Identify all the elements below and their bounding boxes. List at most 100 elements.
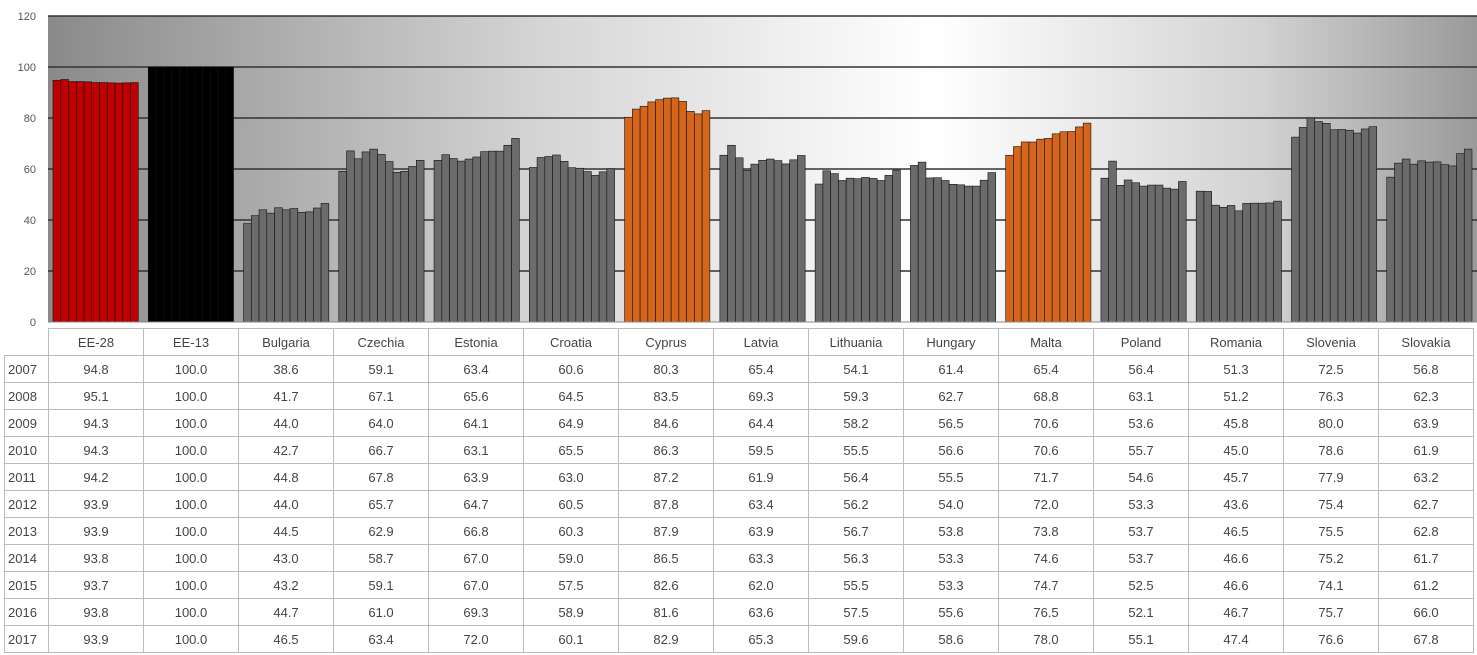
year-cell: 2015 — [4, 571, 49, 599]
value-cell: 41.7 — [238, 382, 334, 410]
bar — [480, 151, 489, 323]
bar-group-croatia — [529, 154, 615, 323]
table-row: 2007 94.8 100.0 38.6 59.1 63.4 60.6 80.3 65.4 54.… — [4, 355, 1474, 383]
bar — [750, 163, 759, 323]
bar — [766, 158, 775, 323]
value-cell: 63.2 — [1378, 463, 1474, 491]
year-cell: 2009 — [4, 409, 49, 437]
bar — [1360, 128, 1370, 323]
bar-group-slovakia — [1386, 148, 1473, 323]
value-cell: 62.7 — [903, 382, 999, 410]
year-cell: 2013 — [4, 517, 49, 545]
y-tick-label: 20 — [24, 266, 36, 278]
bar — [1394, 162, 1403, 323]
value-cell: 45.7 — [1188, 463, 1284, 491]
bar — [838, 180, 847, 323]
bar — [869, 178, 878, 323]
bar — [948, 184, 958, 323]
bar — [1314, 121, 1323, 323]
bar-group-czechia — [338, 148, 425, 323]
value-cell: 81.6 — [618, 598, 714, 626]
bar — [917, 161, 927, 323]
bar — [1265, 202, 1275, 323]
value-cell: 51.3 — [1188, 355, 1284, 383]
value-cell: 56.8 — [1378, 355, 1474, 383]
bar — [1178, 181, 1187, 323]
bar — [1020, 141, 1030, 323]
value-cell: 100.0 — [143, 382, 239, 410]
value-cell: 74.6 — [998, 544, 1094, 572]
value-cell: 46.5 — [1188, 517, 1284, 545]
value-cell: 93.9 — [48, 490, 144, 518]
bar — [361, 151, 371, 323]
country-header: Croatia — [523, 328, 619, 356]
value-cell: 100.0 — [143, 571, 239, 599]
value-cell: 78.6 — [1283, 436, 1379, 464]
value-cell: 66.7 — [333, 436, 429, 464]
value-cell: 72.0 — [998, 490, 1094, 518]
value-cell: 56.4 — [1093, 355, 1189, 383]
value-cell: 61.7 — [1378, 544, 1474, 572]
value-cell: 100.0 — [143, 544, 239, 572]
bar — [583, 171, 592, 323]
value-cell: 43.6 — [1188, 490, 1284, 518]
bar — [941, 180, 950, 323]
bar — [202, 66, 211, 323]
bar — [449, 158, 458, 323]
country-header: Czechia — [333, 328, 429, 356]
value-cell: 46.6 — [1188, 544, 1284, 572]
bar — [1044, 138, 1053, 323]
bar — [956, 184, 965, 323]
value-cell: 80.3 — [618, 355, 714, 383]
value-cell: 70.6 — [998, 436, 1094, 464]
value-cell: 42.7 — [238, 436, 334, 464]
y-tick-label: 80 — [24, 113, 36, 125]
bar-group-malta — [1005, 122, 1092, 323]
bar — [60, 79, 69, 323]
year-cell: 2014 — [4, 544, 49, 572]
bar — [892, 169, 901, 323]
y-tick-label: 100 — [18, 62, 36, 74]
bar — [822, 170, 831, 323]
table-row: 2013 93.9 100.0 44.5 62.9 66.8 60.3 87.9 63.9 56.… — [4, 517, 1474, 545]
bar — [544, 156, 553, 323]
year-cell: 2012 — [4, 490, 49, 518]
y-axis-ticks: 0 20 40 60 80 100 120 — [18, 11, 36, 329]
bar — [1345, 129, 1354, 323]
bar — [1100, 177, 1109, 323]
bar — [1203, 191, 1213, 323]
bar — [1322, 123, 1331, 323]
value-cell: 75.4 — [1283, 490, 1379, 518]
value-cell: 100.0 — [143, 598, 239, 626]
value-cell: 44.0 — [238, 409, 334, 437]
bar — [663, 97, 672, 323]
country-header: Cyprus — [618, 328, 714, 356]
value-cell: 86.5 — [618, 544, 714, 572]
value-cell: 58.2 — [808, 409, 904, 437]
value-cell: 94.2 — [48, 463, 144, 491]
bar-group-estonia — [433, 138, 520, 323]
value-cell: 55.5 — [808, 571, 904, 599]
bar — [678, 101, 687, 323]
country-header: Estonia — [428, 328, 524, 356]
bar-group-bulgaria — [243, 203, 330, 323]
value-cell: 55.7 — [1093, 436, 1189, 464]
table-row: 2017 93.9 100.0 46.5 63.4 72.0 60.1 82.9 65.3 59.… — [4, 625, 1474, 653]
table-row: 2012 93.9 100.0 44.0 65.7 64.7 60.5 87.8 63.4 56.… — [4, 490, 1474, 518]
bar — [647, 101, 656, 323]
bar — [457, 160, 466, 323]
value-cell: 83.5 — [618, 382, 714, 410]
bar — [1123, 179, 1133, 323]
bar — [464, 158, 474, 323]
value-cell: 67.8 — [333, 463, 429, 491]
value-cell: 74.7 — [998, 571, 1094, 599]
value-cell: 59.3 — [808, 382, 904, 410]
value-cell: 51.2 — [1188, 382, 1284, 410]
value-cell: 86.3 — [618, 436, 714, 464]
value-cell: 82.9 — [618, 625, 714, 653]
value-cell: 63.0 — [523, 463, 619, 491]
bars — [52, 66, 1473, 323]
value-cell: 61.9 — [1378, 436, 1474, 464]
value-cell: 60.1 — [523, 625, 619, 653]
value-cell: 55.1 — [1093, 625, 1189, 653]
